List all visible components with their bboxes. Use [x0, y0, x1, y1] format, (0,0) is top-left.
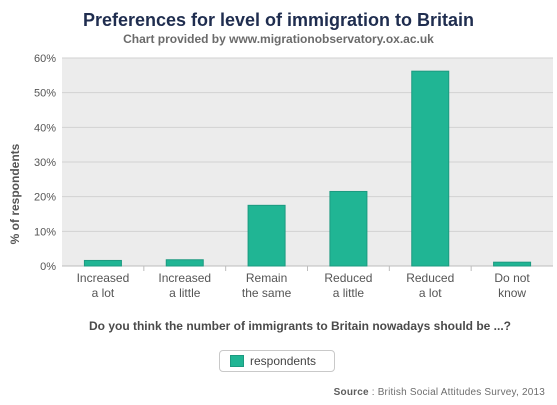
bar: [329, 190, 368, 267]
bar: [83, 259, 122, 267]
x-tick-label: Reduced: [406, 271, 454, 285]
y-tick-label: 30%: [34, 157, 56, 169]
y-axis-label: % of respondents: [8, 143, 22, 245]
bars: [83, 70, 532, 267]
y-tick-label: 20%: [34, 192, 56, 204]
legend[interactable]: respondents: [219, 350, 335, 372]
y-tick-label: 60%: [34, 53, 56, 65]
bar: [411, 70, 450, 267]
x-tick-label: Increased: [158, 271, 211, 285]
x-tick-label: Remain: [246, 271, 287, 285]
x-tick-label: Reduced: [324, 271, 372, 285]
y-tick-labels: 0% 10% 20% 30% 40% 50% 60%: [34, 53, 56, 273]
source-note: Source : British Social Attitudes Survey…: [334, 387, 545, 398]
x-tick-label: Increased: [77, 271, 130, 285]
y-tick-label: 40%: [34, 122, 56, 134]
grid-lines: [62, 57, 553, 271]
x-tick-label: know: [498, 286, 526, 300]
y-tick-label: 0%: [40, 261, 56, 273]
source-label: Source: [333, 387, 369, 398]
bar: [165, 259, 204, 267]
bar: [247, 204, 286, 267]
chart-title: Preferences for level of immigration to …: [82, 10, 475, 30]
x-axis-label: Do you think the number of immigrants to…: [88, 319, 512, 333]
x-tick-label: a little: [169, 286, 201, 300]
legend-label: respondents: [250, 354, 317, 368]
x-tick-label: Do not: [494, 271, 530, 285]
x-tick-label: the same: [242, 286, 292, 300]
x-tick-label: a little: [333, 286, 365, 300]
bar: [493, 261, 532, 267]
y-tick-label: 10%: [34, 226, 56, 238]
chart-subtitle: Chart provided by www.migrationobservato…: [123, 32, 434, 46]
legend-swatch: [230, 355, 244, 367]
source-text: : British Social Attitudes Survey, 2013: [371, 387, 545, 398]
x-tick-label: a lot: [419, 286, 442, 300]
y-tick-label: 50%: [34, 88, 56, 100]
x-tick-label: a lot: [92, 286, 115, 300]
y-axis-label-container: % of respondents: [4, 112, 24, 282]
